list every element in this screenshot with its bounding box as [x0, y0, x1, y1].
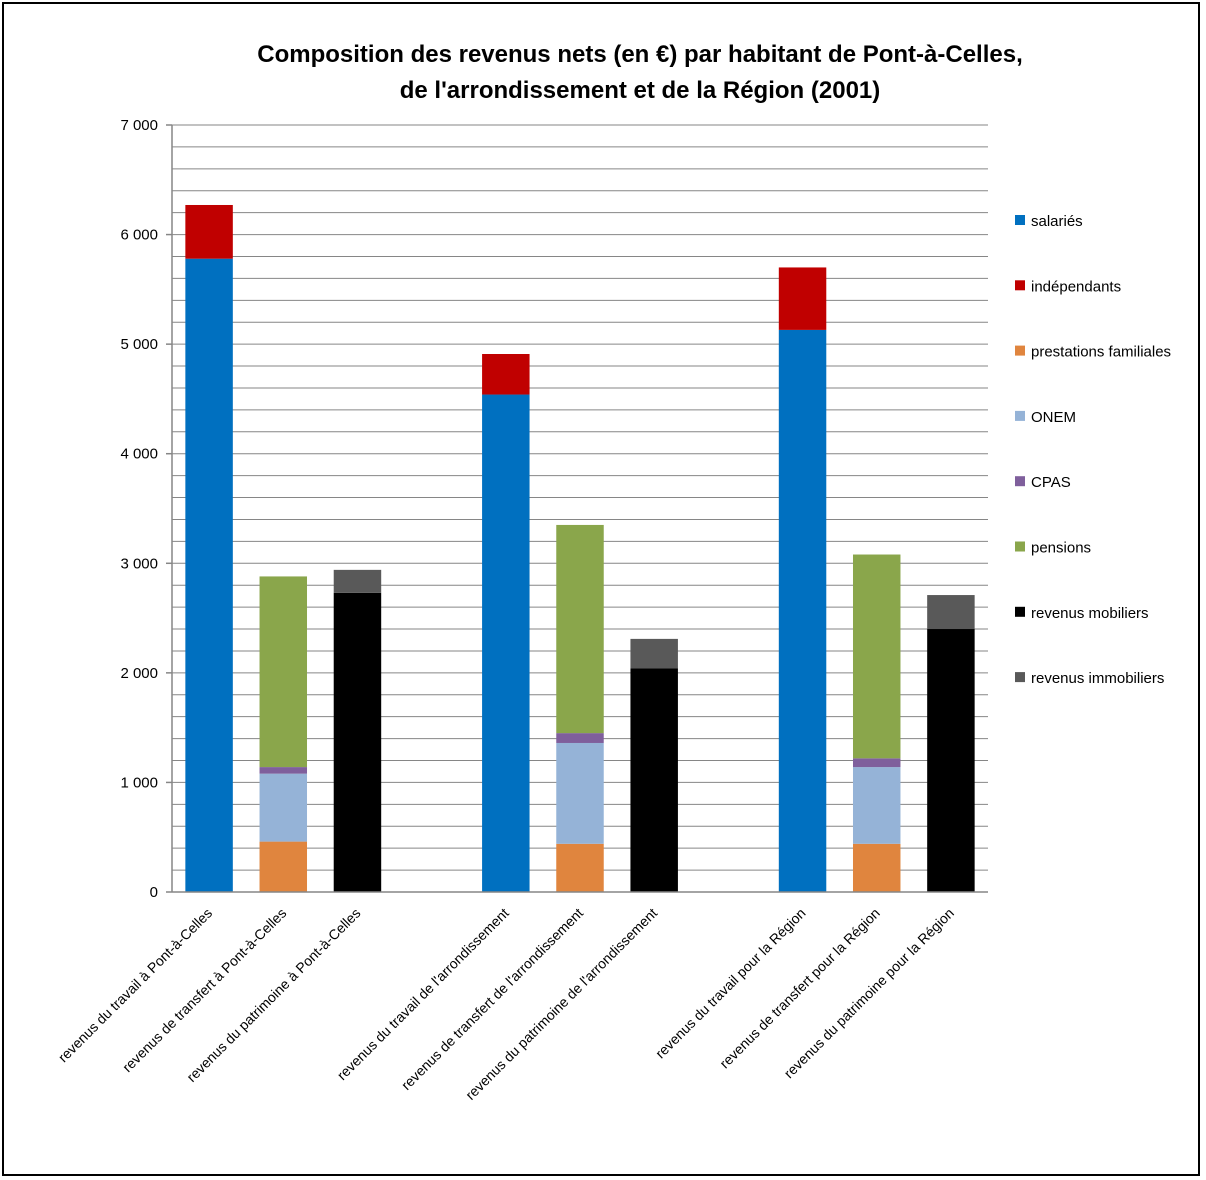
legend-label: pensions: [1031, 540, 1091, 557]
bar-segment-revenus-immobiliers: [333, 569, 382, 593]
bar-segment-indépendants: [482, 354, 530, 395]
y-tick-label: 1 000: [120, 774, 158, 791]
y-tick-label: 6 000: [120, 227, 158, 244]
legend-swatch: [1015, 476, 1025, 487]
bar-segment-pensions: [556, 524, 604, 734]
legend: salariés indépendants prestations familial…: [1015, 213, 1171, 687]
bar-segment-revenus-mobiliers: [630, 668, 678, 892]
legend-label: CPAS: [1031, 474, 1071, 491]
y-tick-label: 4 000: [120, 446, 158, 463]
legend-swatch: [1015, 410, 1025, 421]
bar-segment-revenus-mobiliers: [927, 629, 975, 892]
bar-segment-ONEM: [556, 742, 604, 844]
legend-label: ONEM: [1031, 409, 1076, 426]
bar-segment-indépendants: [185, 204, 233, 259]
legend-swatch: [1015, 606, 1025, 617]
legend-swatch: [1015, 215, 1025, 225]
y-tick-label: 3 000: [120, 555, 158, 572]
legend-label: indépendants: [1031, 278, 1121, 295]
bar-segment-revenus-immobiliers: [927, 595, 975, 630]
y-tick-label: 7 000: [120, 117, 158, 134]
bar-segment-salariés: [185, 258, 233, 893]
y-tick-label: 2 000: [120, 665, 158, 682]
x-category-label: revenus de transfert à Pont-à-Celles: [119, 905, 289, 1075]
bar-segment-prestations-familiales: [852, 843, 901, 892]
bar-segment-revenus-mobiliers: [333, 592, 382, 892]
x-axis-labels: revenus du travail à Pont-à-Cellesrevenu…: [55, 905, 957, 1103]
y-axis-ticks: 0 1 000 2 000 3 000 4 000 5 000 6 000 7 000: [120, 117, 172, 901]
legend-swatch: [1015, 345, 1025, 356]
chart-subtitle: de l'arrondissement et de la Région (200…: [400, 77, 881, 104]
bars: [185, 204, 975, 893]
legend-label: prestations familiales: [1031, 344, 1171, 361]
bar-segment-ONEM: [259, 773, 308, 842]
bar-segment-CPAS: [556, 733, 604, 743]
bar-segment-revenus-immobiliers: [630, 638, 678, 669]
legend-label: revenus mobiliers: [1031, 605, 1149, 622]
y-tick-label: 5 000: [120, 336, 158, 353]
bar-segment-CPAS: [852, 758, 901, 768]
bar-segment-indépendants: [778, 267, 827, 330]
chart-title: Composition des revenus nets (en €) par …: [257, 41, 1022, 68]
legend-swatch: [1015, 280, 1025, 291]
x-category-label: revenus du travail pour la Région: [652, 905, 809, 1062]
bar-segment-prestations-familiales: [259, 841, 308, 892]
bar-segment-salariés: [778, 329, 827, 892]
bar-segment-prestations-familiales: [556, 843, 604, 892]
legend-label: revenus immobiliers: [1031, 670, 1164, 687]
x-category-label: revenus de transfert pour la Région: [716, 905, 883, 1072]
bar-segment-CPAS: [259, 767, 308, 774]
bar-segment-ONEM: [852, 767, 901, 844]
bar-segment-pensions: [852, 554, 901, 759]
legend-label: salariés: [1031, 213, 1083, 230]
x-category-label: revenus du travail à Pont-à-Celles: [55, 905, 215, 1065]
legend-swatch: [1015, 541, 1025, 552]
x-category-label: revenus du patrimoine pour la Région: [781, 905, 957, 1081]
bar-segment-salariés: [482, 394, 530, 892]
bar-segment-pensions: [259, 576, 308, 768]
y-tick-label: 0: [150, 884, 158, 901]
legend-swatch: [1015, 672, 1025, 683]
